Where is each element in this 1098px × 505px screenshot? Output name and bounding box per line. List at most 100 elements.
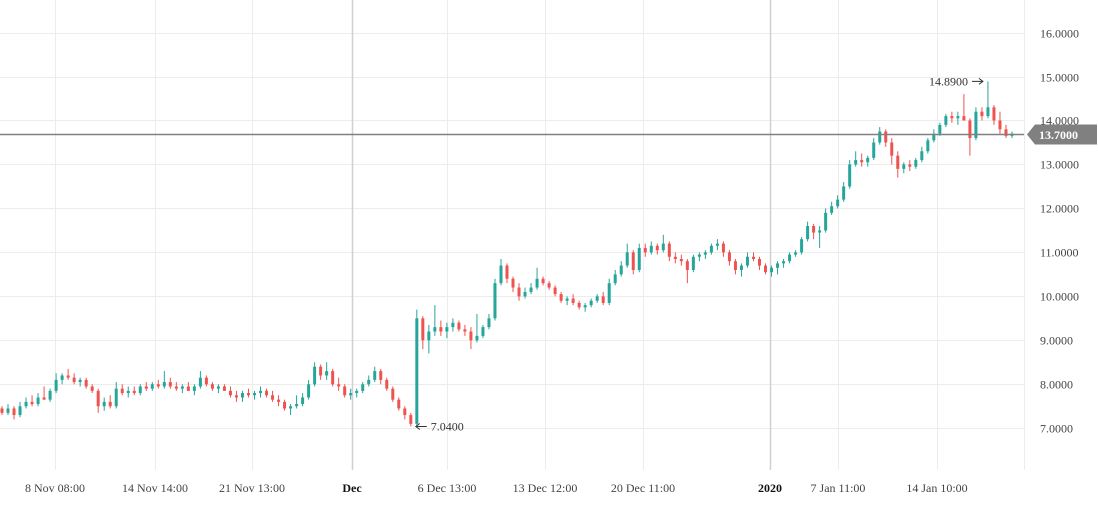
candle-body (379, 371, 383, 380)
y-tick-label: 13.0000 (1040, 158, 1079, 172)
max-price-label: 14.8900 (929, 74, 968, 88)
candle-body (439, 327, 443, 332)
candle-body (908, 164, 912, 167)
candle-body (114, 388, 118, 407)
candle-body (355, 390, 359, 394)
candle-body (565, 298, 569, 301)
x-tick-label: 14 Nov 14:00 (122, 481, 188, 495)
candle-body (854, 160, 858, 165)
candle-body (18, 406, 22, 416)
candle-body (162, 382, 166, 387)
candle-body (283, 401, 287, 409)
candle-body (595, 296, 599, 301)
candle-body (367, 379, 371, 385)
candle-body (403, 408, 407, 416)
candle-body (842, 186, 846, 200)
candle-body (54, 379, 58, 391)
candle-body (493, 283, 497, 319)
candle-body (361, 384, 365, 391)
candle-body (523, 291, 527, 297)
candle-body (156, 384, 160, 387)
candle-body (1004, 129, 1008, 136)
candle-body (685, 261, 689, 270)
candle-body (222, 386, 226, 391)
axes: 7.0000 8.0000 9.0000 10.0000 11.0000 12.0000 1… (25, 0, 1097, 495)
candle-body (48, 390, 52, 400)
candle-body (78, 379, 82, 383)
y-tick-label: 10.0000 (1040, 290, 1079, 304)
x-tick-label: 20 Dec 11:00 (611, 481, 675, 495)
candle-body (259, 390, 263, 394)
candle-body (186, 386, 190, 391)
current-price-label: 13.7000 (1039, 128, 1078, 142)
candlestick-series (0, 81, 1014, 427)
candle-body (240, 393, 244, 398)
y-tick-label: 16.0000 (1040, 27, 1079, 41)
candle-body (391, 388, 395, 400)
candle-body (968, 120, 972, 139)
y-tick-label: 7.0000 (1040, 422, 1073, 436)
max-price-arrow (971, 77, 984, 85)
candle-body (24, 401, 28, 407)
candle-body (619, 265, 623, 275)
candle-body (295, 404, 299, 407)
candle-body (553, 287, 557, 295)
candle-body (631, 252, 635, 270)
candle-body (980, 111, 984, 117)
candle-body (126, 390, 130, 394)
candle-body (313, 366, 317, 385)
grid (0, 0, 1024, 470)
candle-body (210, 384, 214, 389)
candle-body (307, 384, 311, 398)
candle-body (132, 390, 136, 394)
candle-body (343, 386, 347, 396)
candle-body (830, 206, 834, 213)
candle-body (866, 157, 870, 163)
candle-body (487, 318, 491, 328)
candle-body (812, 226, 816, 233)
x-tick-label: 8 Nov 08:00 (25, 481, 85, 495)
candle-body (559, 294, 563, 301)
candle-body (216, 386, 220, 389)
candle-body (541, 278, 545, 284)
candle-body (234, 395, 238, 398)
candle-body (36, 397, 40, 405)
candle-body (421, 318, 425, 341)
candle-body (6, 408, 10, 413)
candle-body (776, 263, 780, 268)
candle-body (583, 305, 587, 308)
x-tick-label: 2020 (758, 481, 782, 495)
candle-body (697, 254, 701, 257)
candle-body (788, 254, 792, 262)
candle-body (878, 131, 882, 143)
candle-body (66, 375, 70, 378)
candle-body (192, 386, 196, 391)
candle-body (289, 406, 293, 409)
candle-body (517, 287, 521, 297)
x-tick-label: Dec (342, 481, 362, 495)
candle-body (739, 265, 743, 270)
candle-body (794, 252, 798, 255)
candle-body (90, 386, 94, 391)
x-tick-label: 7 Jan 11:00 (811, 481, 866, 495)
candle-body (481, 327, 485, 336)
candle-body (409, 415, 413, 424)
candle-body (992, 107, 996, 121)
candle-body (319, 366, 323, 376)
candle-body (709, 245, 713, 253)
candle-body (956, 116, 960, 119)
candle-body (511, 278, 515, 288)
candle-body (974, 111, 978, 139)
candle-body (415, 318, 419, 424)
candle-body (818, 230, 822, 233)
candle-body (72, 377, 76, 383)
candle-body (204, 377, 208, 385)
candle-body (271, 395, 275, 400)
candle-body (667, 243, 671, 257)
candle-body (96, 390, 100, 407)
candle-body (625, 252, 629, 266)
candle-body (337, 384, 341, 387)
candle-body (0, 408, 4, 413)
